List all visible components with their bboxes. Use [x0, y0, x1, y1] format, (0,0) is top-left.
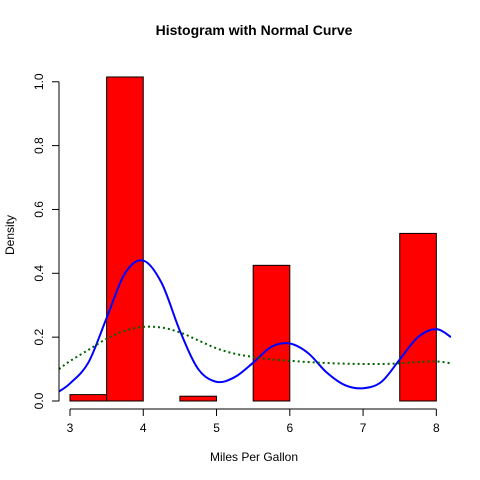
x-tick-label: 4 [140, 421, 147, 435]
y-tick-label: 0.8 [32, 137, 46, 154]
histogram-bar-0 [69, 394, 108, 402]
chart-title: Histogram with Normal Curve [156, 22, 353, 38]
density-curves [59, 259, 451, 393]
x-tick-label: 8 [433, 421, 440, 435]
histogram-bar-1 [106, 76, 144, 402]
y-tick-label: 0.4 [32, 265, 46, 282]
histogram-bar-9 [399, 232, 437, 402]
x-tick-label: 7 [360, 421, 367, 435]
x-tick-label: 5 [213, 421, 220, 435]
x-tick-label: 3 [67, 421, 74, 435]
histogram-bars [69, 76, 437, 402]
density-curve-dotted [59, 325, 451, 370]
y-tick-label: 0.0 [32, 392, 46, 409]
axes: 3 4 5 6 7 8 0.0 0.2 0.4 0.6 0.8 1.0 [32, 73, 440, 435]
x-tick-label: 6 [286, 421, 293, 435]
histogram-bar-5 [252, 264, 291, 402]
y-tick-label: 1.0 [32, 73, 46, 90]
x-axis-label: Miles Per Gallon [210, 450, 298, 464]
y-axis-label: Density [3, 215, 17, 255]
y-tick-label: 0.6 [32, 201, 46, 218]
y-tick-label: 0.2 [32, 328, 46, 345]
density-curve-solid [59, 259, 451, 393]
histogram-bar-3 [179, 395, 218, 402]
